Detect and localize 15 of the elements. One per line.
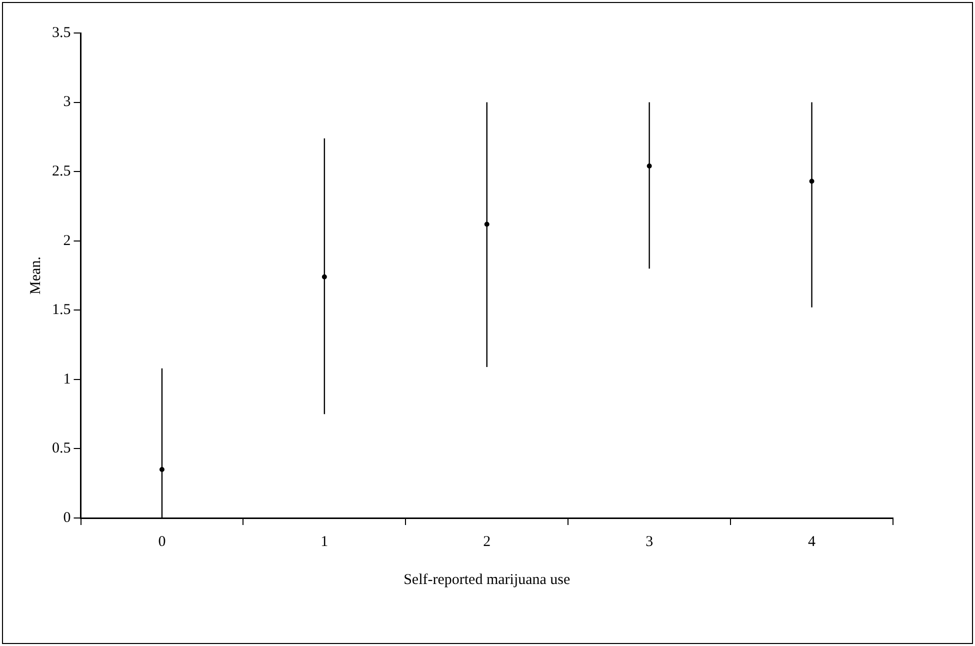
y-tick-label: 3.5 [52, 24, 71, 41]
y-tick-label: 2 [63, 232, 71, 249]
x-tick-label: 1 [320, 534, 328, 550]
x-tick-label: 4 [808, 534, 816, 550]
y-tick-label: 3 [63, 94, 71, 110]
y-tick-label: 0.5 [52, 440, 71, 457]
y-tick-label: 1 [63, 371, 71, 388]
x-tick-label: 3 [646, 534, 654, 550]
x-tick-label: 2 [483, 534, 491, 550]
x-axis-title: Self-reported marijuana use [404, 572, 571, 588]
x-tick-label: 0 [158, 534, 166, 550]
y-tick-label: 1.5 [52, 302, 71, 318]
y-tick-label: 0 [63, 510, 71, 526]
y-axis-title: Mean. [28, 256, 44, 294]
y-tick-label: 2.5 [52, 164, 71, 180]
